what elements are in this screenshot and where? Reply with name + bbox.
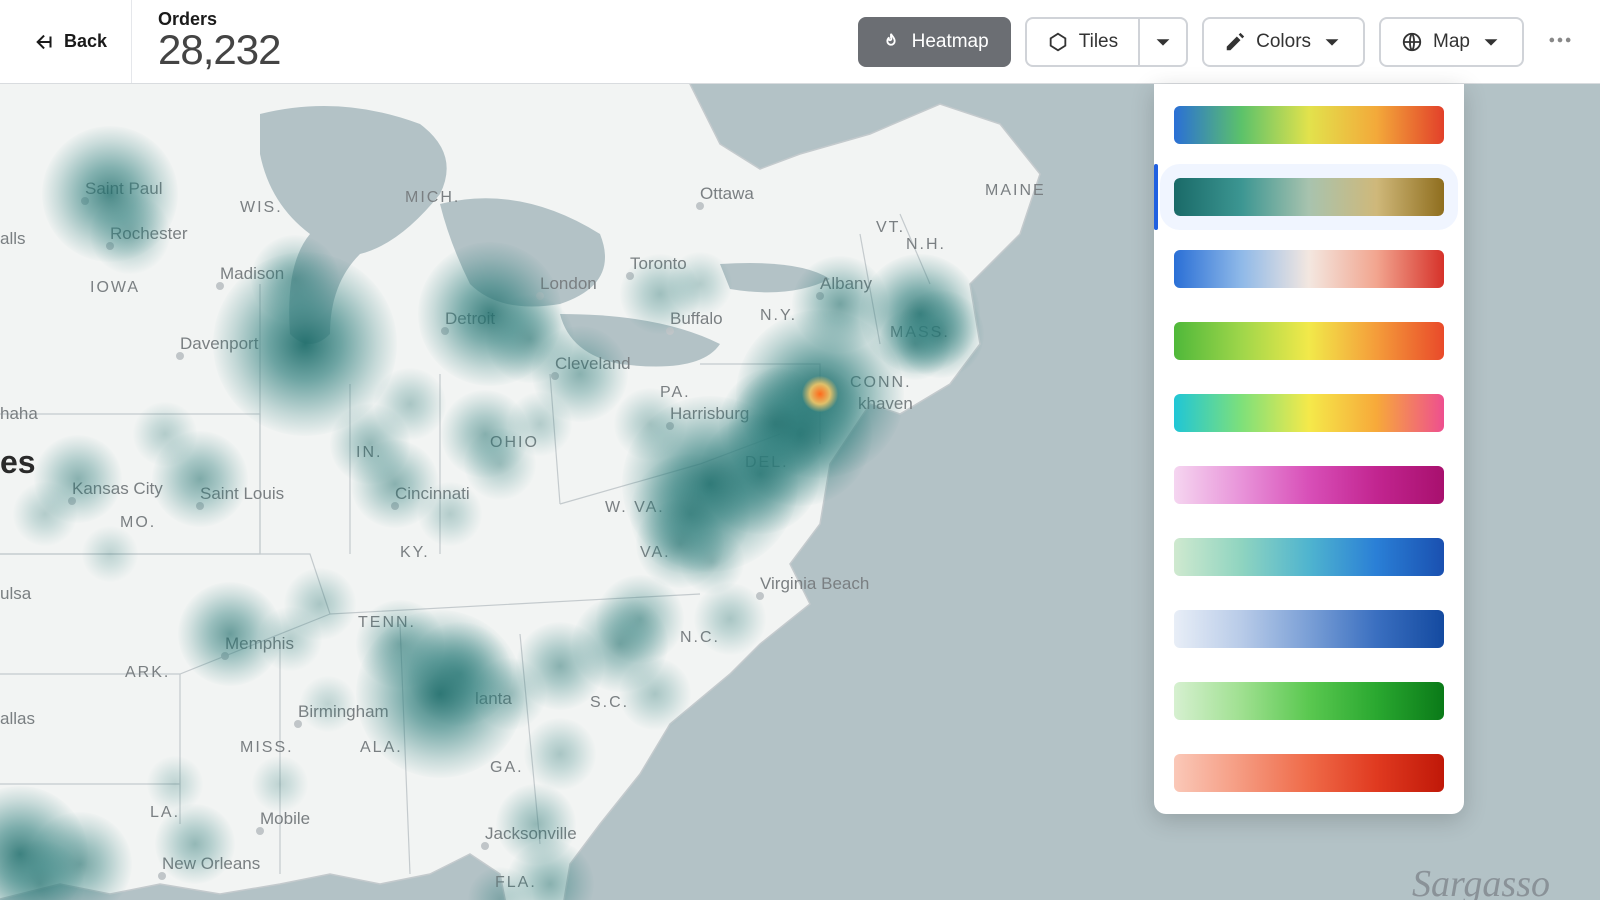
city-label: Madison xyxy=(220,264,284,284)
ocean-label: Sargasso xyxy=(1412,862,1550,900)
city-label: lanta xyxy=(475,689,512,709)
city-label: allas xyxy=(0,709,35,729)
tiles-label: Tiles xyxy=(1079,31,1118,53)
state-label: DEL. xyxy=(745,454,789,472)
state-label: PA. xyxy=(660,384,691,402)
tiles-button-group: Tiles xyxy=(1025,17,1188,67)
city-label: alls xyxy=(0,229,26,249)
colors-label: Colors xyxy=(1256,31,1311,53)
header-toolbar: Back Orders 28,232 Heatmap Tiles Colors … xyxy=(0,0,1600,84)
city-label: Rochester xyxy=(110,224,187,244)
state-label: MISS. xyxy=(240,739,294,757)
chevron-down-icon xyxy=(1480,31,1502,53)
state-label: N.C. xyxy=(680,629,720,647)
state-label: FLA. xyxy=(495,874,537,892)
toolbar: Heatmap Tiles Colors Map xyxy=(858,17,1582,67)
city-label: Mobile xyxy=(260,809,310,829)
tiles-button[interactable]: Tiles xyxy=(1025,17,1138,67)
more-icon xyxy=(1546,26,1574,54)
city-label: Davenport xyxy=(180,334,258,354)
tiles-dropdown-button[interactable] xyxy=(1138,17,1188,67)
state-label: S.C. xyxy=(590,694,629,712)
record-count: 28,232 xyxy=(158,26,280,74)
state-label: GA. xyxy=(490,759,524,777)
palette-swatch[interactable] xyxy=(1174,250,1444,288)
state-label: MAINE xyxy=(985,182,1046,200)
city-label: Buffalo xyxy=(670,309,723,329)
city-label: Jacksonville xyxy=(485,824,577,844)
palette-swatch[interactable] xyxy=(1174,610,1444,648)
heatmap-button[interactable]: Heatmap xyxy=(858,17,1011,67)
chevron-down-icon xyxy=(1152,31,1174,53)
back-button[interactable]: Back xyxy=(18,0,132,83)
paint-icon xyxy=(1224,31,1246,53)
city-label: Virginia Beach xyxy=(760,574,869,594)
city-label: Saint Paul xyxy=(85,179,163,199)
state-label: VA. xyxy=(640,544,671,562)
state-label: IOWA xyxy=(90,279,140,297)
palette-swatch[interactable] xyxy=(1174,754,1444,792)
heat-peak xyxy=(802,376,838,412)
palette-swatch[interactable] xyxy=(1174,322,1444,360)
state-label: ALA. xyxy=(360,739,403,757)
state-label: WIS. xyxy=(240,199,283,217)
state-label: W. VA. xyxy=(605,499,665,517)
chevron-down-icon xyxy=(1321,31,1343,53)
hexagon-icon xyxy=(1047,31,1069,53)
title-block: Orders 28,232 xyxy=(158,9,280,74)
city-label: Kansas City xyxy=(72,479,163,499)
city-label: Saint Louis xyxy=(200,484,284,504)
city-label: Ottawa xyxy=(700,184,754,204)
palette-swatch[interactable] xyxy=(1174,466,1444,504)
globe-icon xyxy=(1401,31,1423,53)
palette-swatch[interactable] xyxy=(1174,538,1444,576)
state-label: MICH. xyxy=(405,189,460,207)
state-label: CONN. xyxy=(850,374,912,392)
city-label: Detroit xyxy=(445,309,495,329)
palette-swatch[interactable] xyxy=(1174,394,1444,432)
more-button[interactable] xyxy=(1538,18,1582,65)
truncated-label: es xyxy=(0,444,36,481)
city-label: Albany xyxy=(820,274,872,294)
state-label: ARK. xyxy=(125,664,170,682)
city-label: khaven xyxy=(858,394,913,414)
map-button[interactable]: Map xyxy=(1379,17,1524,67)
palette-swatch[interactable] xyxy=(1174,178,1444,216)
flame-icon xyxy=(880,31,902,53)
heatmap-label: Heatmap xyxy=(912,31,989,53)
state-label: N.Y. xyxy=(760,307,797,325)
state-label: N.H. xyxy=(906,236,946,254)
state-label: IN. xyxy=(356,444,382,462)
colors-button[interactable]: Colors xyxy=(1202,17,1365,67)
city-label: ulsa xyxy=(0,584,31,604)
back-icon xyxy=(34,31,56,53)
city-label: Harrisburg xyxy=(670,404,749,424)
state-label: KY. xyxy=(400,544,430,562)
map-label: Map xyxy=(1433,31,1470,53)
city-label: haha xyxy=(0,404,38,424)
palette-swatch[interactable] xyxy=(1174,682,1444,720)
city-label: New Orleans xyxy=(162,854,260,874)
back-label: Back xyxy=(64,31,107,52)
color-palette-dropdown xyxy=(1154,84,1464,814)
state-label: TENN. xyxy=(358,614,416,632)
city-label: London xyxy=(540,274,597,294)
city-label: Birmingham xyxy=(298,702,389,722)
palette-swatch[interactable] xyxy=(1174,106,1444,144)
city-label: Cincinnati xyxy=(395,484,470,504)
state-label: MASS. xyxy=(890,324,950,342)
state-label: OHIO xyxy=(490,434,539,452)
city-label: Memphis xyxy=(225,634,294,654)
state-label: MO. xyxy=(120,514,156,532)
city-label: Toronto xyxy=(630,254,687,274)
state-label: LA. xyxy=(150,804,180,822)
state-label: VT. xyxy=(876,219,905,237)
city-label: Cleveland xyxy=(555,354,631,374)
